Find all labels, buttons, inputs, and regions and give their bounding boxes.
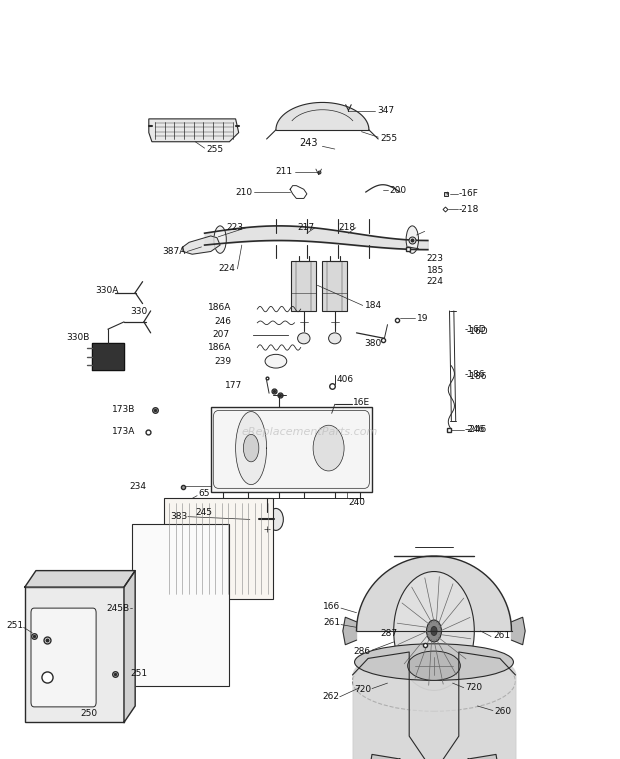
Text: 210: 210 bbox=[235, 187, 252, 197]
Text: 224: 224 bbox=[219, 264, 236, 273]
Text: 177: 177 bbox=[224, 382, 242, 390]
Text: 234: 234 bbox=[130, 482, 146, 491]
Text: 19: 19 bbox=[417, 313, 429, 323]
Text: eReplacementParts.com: eReplacementParts.com bbox=[242, 427, 378, 436]
Text: 255: 255 bbox=[206, 144, 224, 153]
Text: 260: 260 bbox=[495, 707, 512, 716]
FancyBboxPatch shape bbox=[31, 608, 96, 707]
Text: 387A: 387A bbox=[162, 247, 185, 256]
Ellipse shape bbox=[214, 226, 226, 254]
Text: 720: 720 bbox=[354, 685, 371, 694]
Polygon shape bbox=[353, 652, 515, 759]
Text: 255: 255 bbox=[380, 134, 397, 143]
Text: 330A: 330A bbox=[95, 286, 118, 295]
Polygon shape bbox=[512, 617, 525, 644]
Text: 286: 286 bbox=[353, 647, 371, 656]
Text: 200: 200 bbox=[389, 186, 407, 195]
Text: 185: 185 bbox=[427, 266, 444, 276]
Polygon shape bbox=[468, 754, 499, 759]
Circle shape bbox=[394, 572, 474, 691]
Text: 184: 184 bbox=[365, 301, 382, 310]
Text: +: + bbox=[444, 191, 449, 197]
Text: 261: 261 bbox=[493, 631, 510, 640]
Text: 207: 207 bbox=[212, 330, 229, 339]
Bar bbox=[132, 524, 229, 686]
Polygon shape bbox=[236, 411, 267, 485]
Text: 245: 245 bbox=[195, 508, 212, 517]
Text: 330: 330 bbox=[130, 307, 148, 317]
Text: 243: 243 bbox=[299, 137, 318, 148]
Polygon shape bbox=[369, 754, 400, 759]
Ellipse shape bbox=[355, 644, 513, 680]
Text: -16F: -16F bbox=[459, 189, 479, 198]
Text: 16E: 16E bbox=[353, 398, 371, 407]
Text: 173A: 173A bbox=[112, 427, 135, 436]
Text: 251: 251 bbox=[130, 669, 148, 679]
Bar bbox=[211, 407, 372, 492]
Text: 720: 720 bbox=[465, 683, 482, 692]
Circle shape bbox=[431, 626, 437, 635]
Text: 287: 287 bbox=[380, 629, 397, 638]
Text: 211: 211 bbox=[275, 168, 293, 176]
Polygon shape bbox=[149, 119, 239, 142]
Text: 173B: 173B bbox=[112, 405, 135, 414]
Bar bbox=[291, 260, 316, 311]
Polygon shape bbox=[25, 571, 135, 587]
Text: -246: -246 bbox=[466, 425, 487, 434]
Ellipse shape bbox=[265, 354, 286, 368]
Text: 65: 65 bbox=[198, 490, 210, 499]
Polygon shape bbox=[92, 343, 124, 370]
Bar bbox=[25, 587, 124, 723]
Text: 383: 383 bbox=[170, 512, 188, 521]
Text: 217: 217 bbox=[297, 223, 314, 232]
Text: -16D: -16D bbox=[466, 326, 488, 335]
Bar bbox=[164, 499, 273, 599]
Text: -16D: -16D bbox=[465, 325, 487, 334]
Ellipse shape bbox=[408, 651, 460, 680]
Text: 245B: 245B bbox=[107, 603, 130, 613]
Text: 406: 406 bbox=[337, 375, 354, 384]
Text: 380: 380 bbox=[365, 339, 382, 348]
Text: 261: 261 bbox=[323, 619, 340, 627]
Text: -246: -246 bbox=[465, 425, 485, 434]
Circle shape bbox=[260, 521, 273, 539]
Text: 224: 224 bbox=[427, 277, 443, 286]
Text: 262: 262 bbox=[322, 692, 339, 701]
Text: 223: 223 bbox=[227, 223, 244, 232]
Text: 246: 246 bbox=[215, 317, 231, 326]
Circle shape bbox=[250, 509, 265, 531]
Text: 240: 240 bbox=[348, 498, 365, 506]
Text: 250: 250 bbox=[81, 709, 98, 718]
Text: -218: -218 bbox=[459, 205, 479, 214]
Ellipse shape bbox=[329, 333, 341, 344]
Text: -186: -186 bbox=[466, 372, 487, 381]
Ellipse shape bbox=[298, 333, 310, 344]
Text: 239: 239 bbox=[214, 357, 231, 366]
Circle shape bbox=[268, 509, 283, 531]
Text: 166: 166 bbox=[323, 602, 340, 611]
Text: 251: 251 bbox=[6, 621, 24, 630]
Polygon shape bbox=[183, 236, 220, 254]
Circle shape bbox=[427, 620, 441, 642]
Text: 218: 218 bbox=[338, 223, 355, 232]
Text: 330B: 330B bbox=[66, 333, 90, 342]
Circle shape bbox=[313, 425, 344, 471]
Text: -186: -186 bbox=[465, 370, 485, 380]
Text: 347: 347 bbox=[377, 106, 394, 115]
Polygon shape bbox=[124, 571, 135, 723]
Text: 186A: 186A bbox=[208, 343, 231, 352]
Bar bbox=[322, 260, 347, 311]
Polygon shape bbox=[343, 617, 356, 644]
Ellipse shape bbox=[406, 226, 419, 254]
Text: 186A: 186A bbox=[208, 303, 231, 312]
Text: 223: 223 bbox=[427, 254, 443, 263]
Ellipse shape bbox=[243, 434, 259, 461]
